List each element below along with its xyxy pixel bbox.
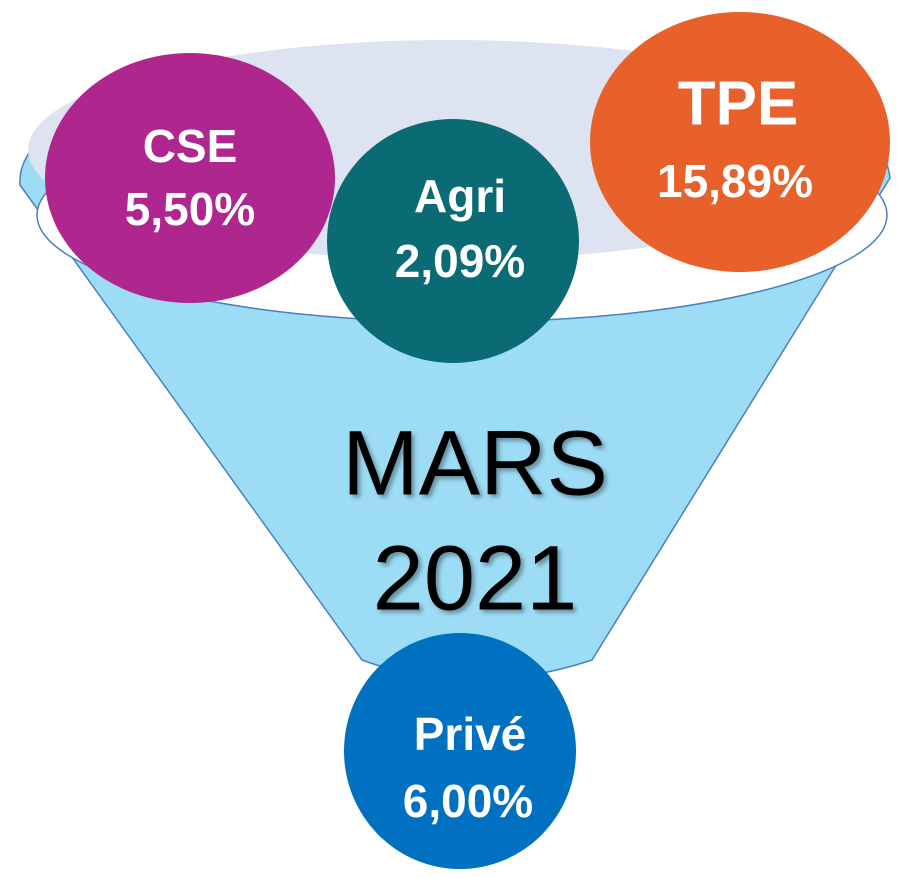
node-circle [45,53,335,303]
node: Agri 2,09% [327,119,579,363]
node-label: TPE [678,69,799,138]
node-value: 6,00% [403,775,533,827]
node: CSE 5,50% [45,53,335,303]
center-line: MARS [342,412,608,514]
node-circle [327,119,579,363]
node-label: CSE [143,120,238,172]
node: TPE 15,89% [590,12,890,272]
node-circle [344,633,576,869]
node-label: Agri [414,170,506,222]
node-value: 5,50% [125,183,255,235]
center-line: 2021 [373,527,578,629]
node-value: 15,89% [657,155,813,207]
node: Privé 6,00% [344,633,576,869]
node-circle [590,12,890,272]
node-value: 2,09% [395,235,525,287]
node-label: Privé [414,708,527,760]
